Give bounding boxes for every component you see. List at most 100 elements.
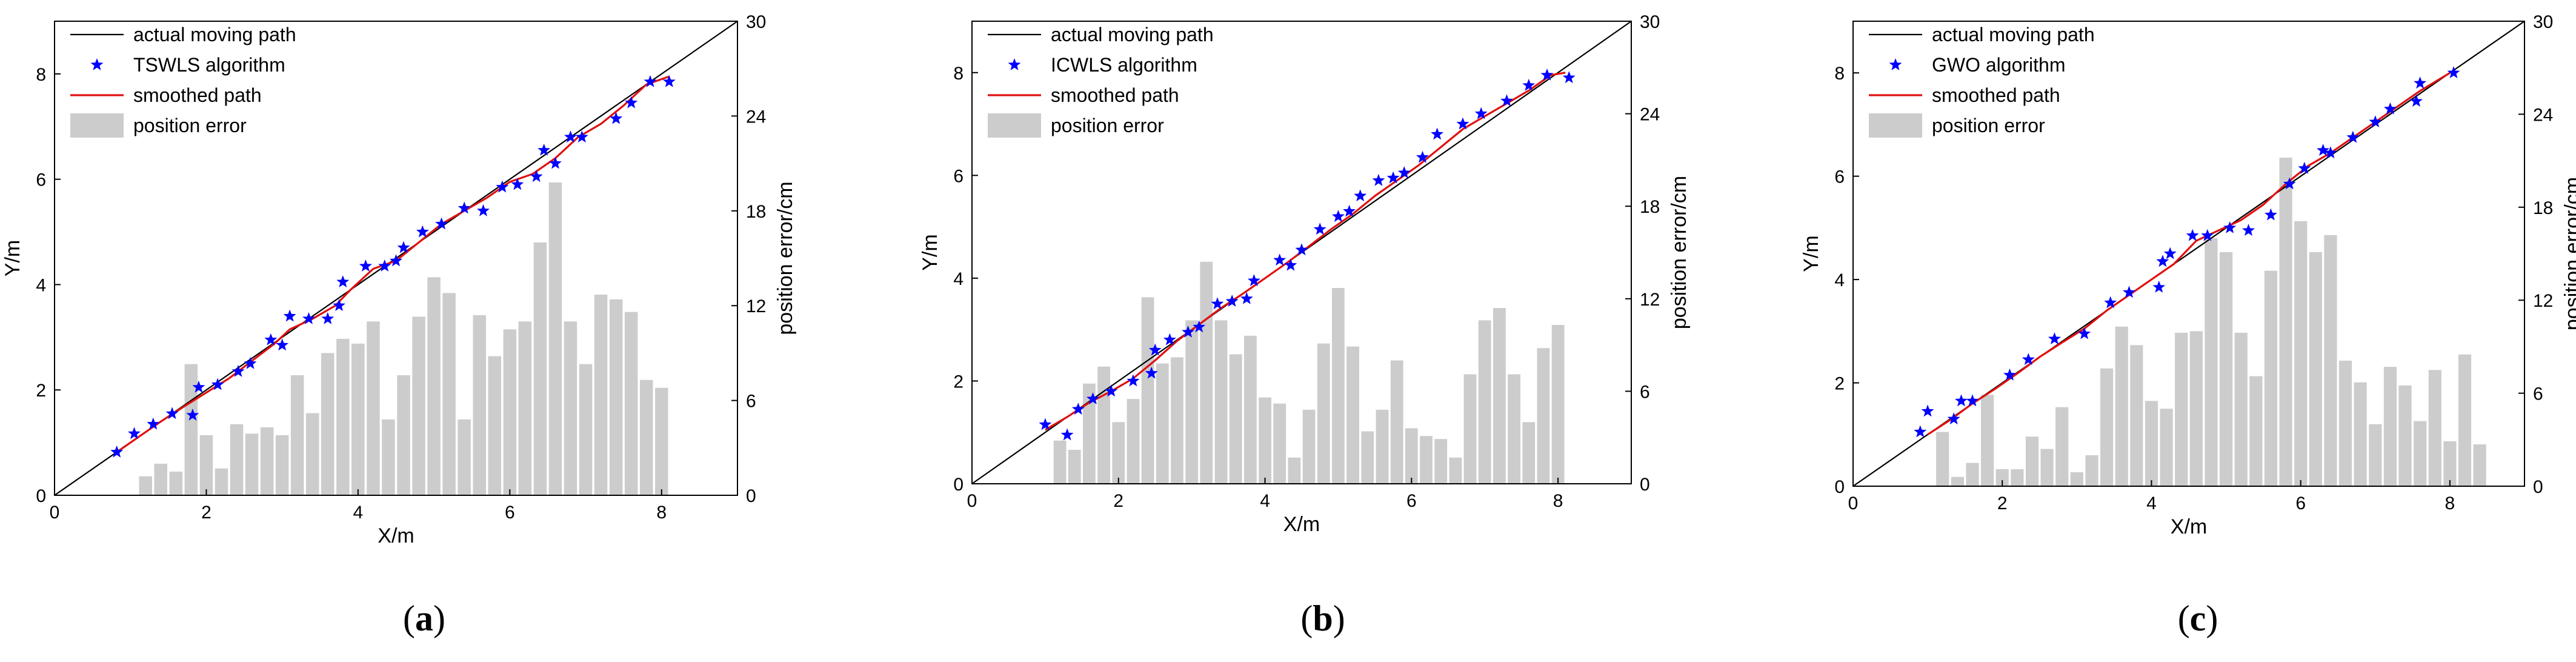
- algorithm-point: [2156, 255, 2169, 267]
- panel-label-letter: b: [1313, 598, 1333, 638]
- error-bar: [609, 299, 623, 495]
- error-bar: [579, 364, 593, 495]
- y2-tick-label: 6: [746, 392, 756, 412]
- panel-label-close: ): [433, 598, 445, 638]
- y2-tick-label: 0: [1640, 475, 1650, 495]
- y-tick-label: 6: [1834, 167, 1845, 187]
- legend-error-swatch: [70, 113, 124, 138]
- algorithm-point: [2283, 177, 2296, 190]
- error-bar: [2369, 424, 2382, 486]
- algorithm-point: [390, 254, 402, 267]
- algorithm-point: [211, 378, 224, 390]
- algorithm-point: [1343, 204, 1356, 217]
- y2-tick-label: 0: [2533, 477, 2543, 497]
- error-bar: [2189, 331, 2203, 486]
- x-axis-label: X/m: [1283, 513, 1320, 536]
- algorithm-point: [2048, 332, 2061, 344]
- legend-algorithm-swatch: [1889, 58, 1902, 70]
- algorithm-point: [1416, 150, 1429, 163]
- algorithm-point: [336, 275, 350, 287]
- algorithm-point: [530, 170, 543, 182]
- algorithm-point: [1522, 79, 1536, 91]
- error-bar: [306, 413, 319, 495]
- error-bar: [2473, 444, 2486, 486]
- y-tick-label: 0: [1834, 477, 1845, 497]
- error-bar: [1097, 366, 1110, 484]
- error-bar: [1302, 409, 1316, 484]
- error-bar: [2115, 326, 2128, 486]
- x-tick-label: 8: [656, 503, 667, 523]
- error-bar: [1317, 343, 1330, 484]
- y-tick-label: 4: [36, 275, 46, 295]
- y2-tick-label: 24: [1640, 105, 1660, 125]
- error-bar: [1273, 403, 1286, 484]
- legend-error-swatch: [1869, 113, 1922, 138]
- error-bar: [1951, 476, 1964, 486]
- y-tick-label: 0: [36, 486, 46, 506]
- algorithm-point: [244, 356, 257, 369]
- error-bar: [2414, 421, 2427, 486]
- error-bar: [199, 435, 213, 495]
- error-bar: [336, 338, 350, 495]
- error-bar: [2338, 360, 2352, 486]
- error-bar: [2324, 235, 2337, 486]
- error-bar: [382, 419, 395, 495]
- panel-label-letter: a: [415, 598, 433, 638]
- algorithm-point: [435, 217, 448, 230]
- algorithm-point: [1914, 425, 1927, 438]
- error-bar: [2443, 441, 2457, 486]
- error-bar: [594, 295, 608, 495]
- error-bar: [473, 315, 486, 495]
- error-bar: [1551, 325, 1565, 484]
- error-bar: [1068, 450, 1081, 484]
- error-bar: [2220, 252, 2233, 486]
- algorithm-point: [1193, 320, 1206, 333]
- algorithm-point: [1354, 189, 1367, 202]
- algorithm-point: [511, 178, 524, 190]
- error-bar: [2175, 332, 2188, 486]
- error-bar: [2428, 370, 2441, 487]
- legend-label: actual moving path: [1932, 24, 2095, 45]
- y-tick-label: 8: [953, 64, 964, 84]
- error-bar: [503, 329, 517, 495]
- algorithm-point: [110, 445, 124, 458]
- error-bar: [2100, 368, 2114, 486]
- error-bar: [427, 277, 441, 495]
- algorithm-point: [397, 241, 410, 253]
- algorithm-point: [378, 259, 391, 272]
- algorithm-point: [1071, 403, 1085, 415]
- error-bar: [1508, 374, 1520, 484]
- algorithm-point: [231, 364, 245, 377]
- algorithm-point: [147, 417, 160, 430]
- panel-label: (c): [2178, 598, 2218, 638]
- algorithm-point: [1474, 107, 1488, 119]
- algorithm-point: [1087, 392, 1099, 404]
- panel-label-letter: c: [2190, 598, 2206, 638]
- y-tick-label: 8: [36, 65, 46, 85]
- error-bar: [533, 242, 547, 495]
- error-bar: [154, 463, 167, 495]
- y-tick-label: 0: [953, 475, 964, 495]
- error-bar: [139, 476, 152, 495]
- algorithm-point: [1145, 366, 1158, 379]
- error-bar: [245, 433, 259, 495]
- error-bar: [1156, 363, 1169, 484]
- error-bar: [1185, 320, 1199, 484]
- algorithm-point: [1386, 171, 1400, 184]
- error-bar: [2025, 436, 2039, 486]
- y-tick-label: 6: [953, 166, 964, 186]
- y2-tick-label: 30: [2533, 12, 2553, 32]
- legend-label: actual moving path: [133, 24, 296, 45]
- algorithm-point: [1225, 295, 1239, 307]
- algorithm-point: [2324, 146, 2337, 159]
- legend-label: smoothed path: [1932, 84, 2060, 106]
- algorithm-point: [458, 201, 471, 214]
- algorithm-point: [1127, 374, 1140, 387]
- error-bar: [230, 424, 244, 495]
- error-bar: [1346, 346, 1359, 484]
- algorithm-point: [1500, 94, 1513, 107]
- algorithm-point: [662, 75, 676, 87]
- error-bar: [564, 321, 577, 495]
- error-bar: [367, 321, 380, 495]
- y2-tick-label: 6: [1640, 382, 1650, 402]
